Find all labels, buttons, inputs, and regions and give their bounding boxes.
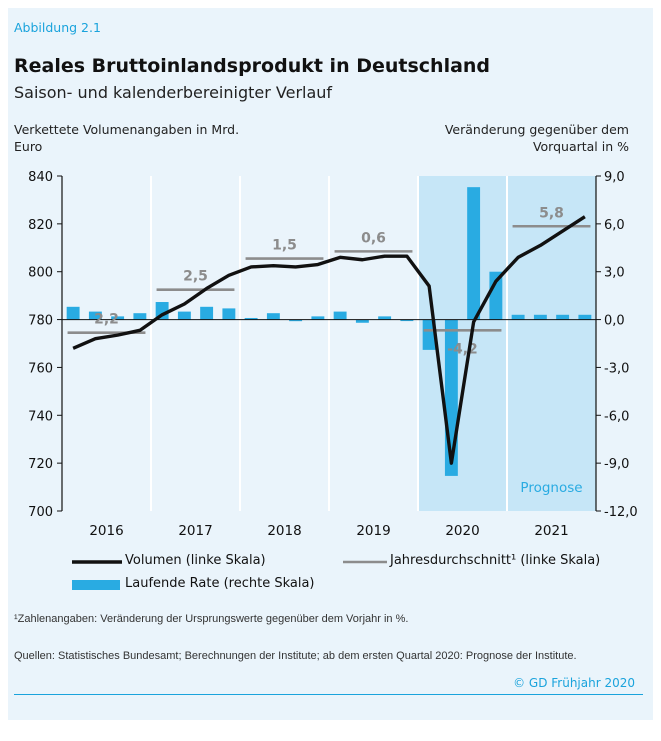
bar-2016Q4 — [133, 313, 147, 320]
legend-bar-label: Laufende Rate (rechte Skala) — [125, 576, 315, 591]
volume-line — [72, 215, 586, 465]
right-tick-label--12,0: -12,0 — [604, 505, 638, 520]
bar-2018Q3 — [289, 319, 303, 322]
left-tick-label-820: 820 — [28, 218, 53, 233]
bar-2017Q4 — [222, 308, 236, 320]
annual-average-label-2021: 5,8 — [539, 205, 564, 221]
bar-2018Q4 — [311, 316, 325, 320]
left-tick-label-760: 760 — [28, 361, 53, 376]
chart-title: Reales Bruttoinlandsprodukt in Deutschla… — [14, 55, 491, 77]
bar-2017Q3 — [200, 306, 214, 320]
right-tick-label--6,0: -6,0 — [604, 409, 629, 424]
legend-avg-label: Jahresdurchschnitt¹ (linke Skala) — [390, 553, 601, 568]
legend-avg-swatch — [343, 560, 387, 564]
chart-subtitle: Saison- und kalenderbereinigter Verlauf — [14, 83, 333, 102]
figure-label: Abbildung 2.1 — [14, 20, 101, 35]
bottom-rule — [14, 694, 643, 695]
year-label-2020: 2020 — [445, 523, 479, 539]
year-label-2021: 2021 — [534, 523, 568, 539]
annual-average-label-2019: 0,6 — [361, 230, 386, 246]
legend-bar-swatch — [72, 580, 120, 590]
right-tick-label-3,0: 3,0 — [604, 266, 625, 281]
right-tick-label--9,0: -9,0 — [604, 457, 629, 472]
left-tick-label-700: 700 — [28, 505, 53, 520]
gdp-chart: 2,2 2,5 1,5 0,6 -4,2 5,8 700 720 740 760 780 800 820… — [28, 170, 638, 539]
bar-2017Q2 — [177, 311, 191, 320]
year-label-2017: 2017 — [178, 523, 212, 539]
bar-2020Q1 — [422, 319, 436, 350]
left-tick-label-800: 800 — [28, 266, 53, 281]
copyright: © GD Frühjahr 2020 — [513, 676, 635, 690]
right-tick-label--3,0: -3,0 — [604, 361, 629, 376]
bar-2019Q1 — [333, 311, 347, 320]
bar-2020Q3 — [467, 187, 481, 320]
left-axis-title: Verkettete Volumenangaben in Mrd. Euro — [14, 122, 240, 154]
right-tick-label-9,0: 9,0 — [604, 170, 625, 185]
footnote: ¹Zahlenangaben: Veränderung der Ursprung… — [14, 613, 409, 625]
forecast-label: Prognose — [520, 480, 582, 496]
legend-line-swatch — [72, 560, 122, 564]
bar-2019Q3 — [378, 316, 392, 320]
bar-2019Q2 — [355, 319, 369, 323]
right-tick-label-6,0: 6,0 — [604, 218, 625, 233]
annual-average-label-2017: 2,5 — [183, 269, 208, 285]
bar-2021Q2 — [533, 314, 547, 320]
bar-2018Q2 — [266, 313, 280, 320]
bar-2016Q3 — [111, 316, 125, 320]
year-label-2016: 2016 — [89, 523, 123, 539]
bar-2018Q1 — [244, 317, 258, 320]
year-label-2018: 2018 — [267, 523, 301, 539]
right-axis-title: Veränderung gegenüber dem Vorquartal in … — [444, 122, 629, 154]
bar-2016Q2 — [88, 311, 102, 320]
left-tick-label-780: 780 — [28, 314, 53, 329]
annual-average-label-2016: 2,2 — [94, 312, 119, 328]
bar-2021Q1 — [511, 314, 525, 320]
sources-note: Quellen: Statistisches Bundesamt; Berech… — [14, 650, 577, 662]
left-tick-label-720: 720 — [28, 457, 53, 472]
left-tick-label-840: 840 — [28, 170, 53, 185]
year-label-2019: 2019 — [356, 523, 390, 539]
bar-2019Q4 — [400, 319, 414, 322]
bar-2021Q4 — [578, 314, 592, 320]
bar-2021Q3 — [556, 314, 570, 320]
legend-line-label: Volumen (linke Skala) — [125, 553, 266, 568]
left-tick-label-740: 740 — [28, 409, 53, 424]
right-tick-label-0,0: 0,0 — [604, 314, 625, 329]
annual-average-label-2020: -4,2 — [447, 341, 478, 357]
annual-average-label-2018: 1,5 — [272, 238, 297, 254]
bar-2016Q1 — [66, 306, 80, 320]
